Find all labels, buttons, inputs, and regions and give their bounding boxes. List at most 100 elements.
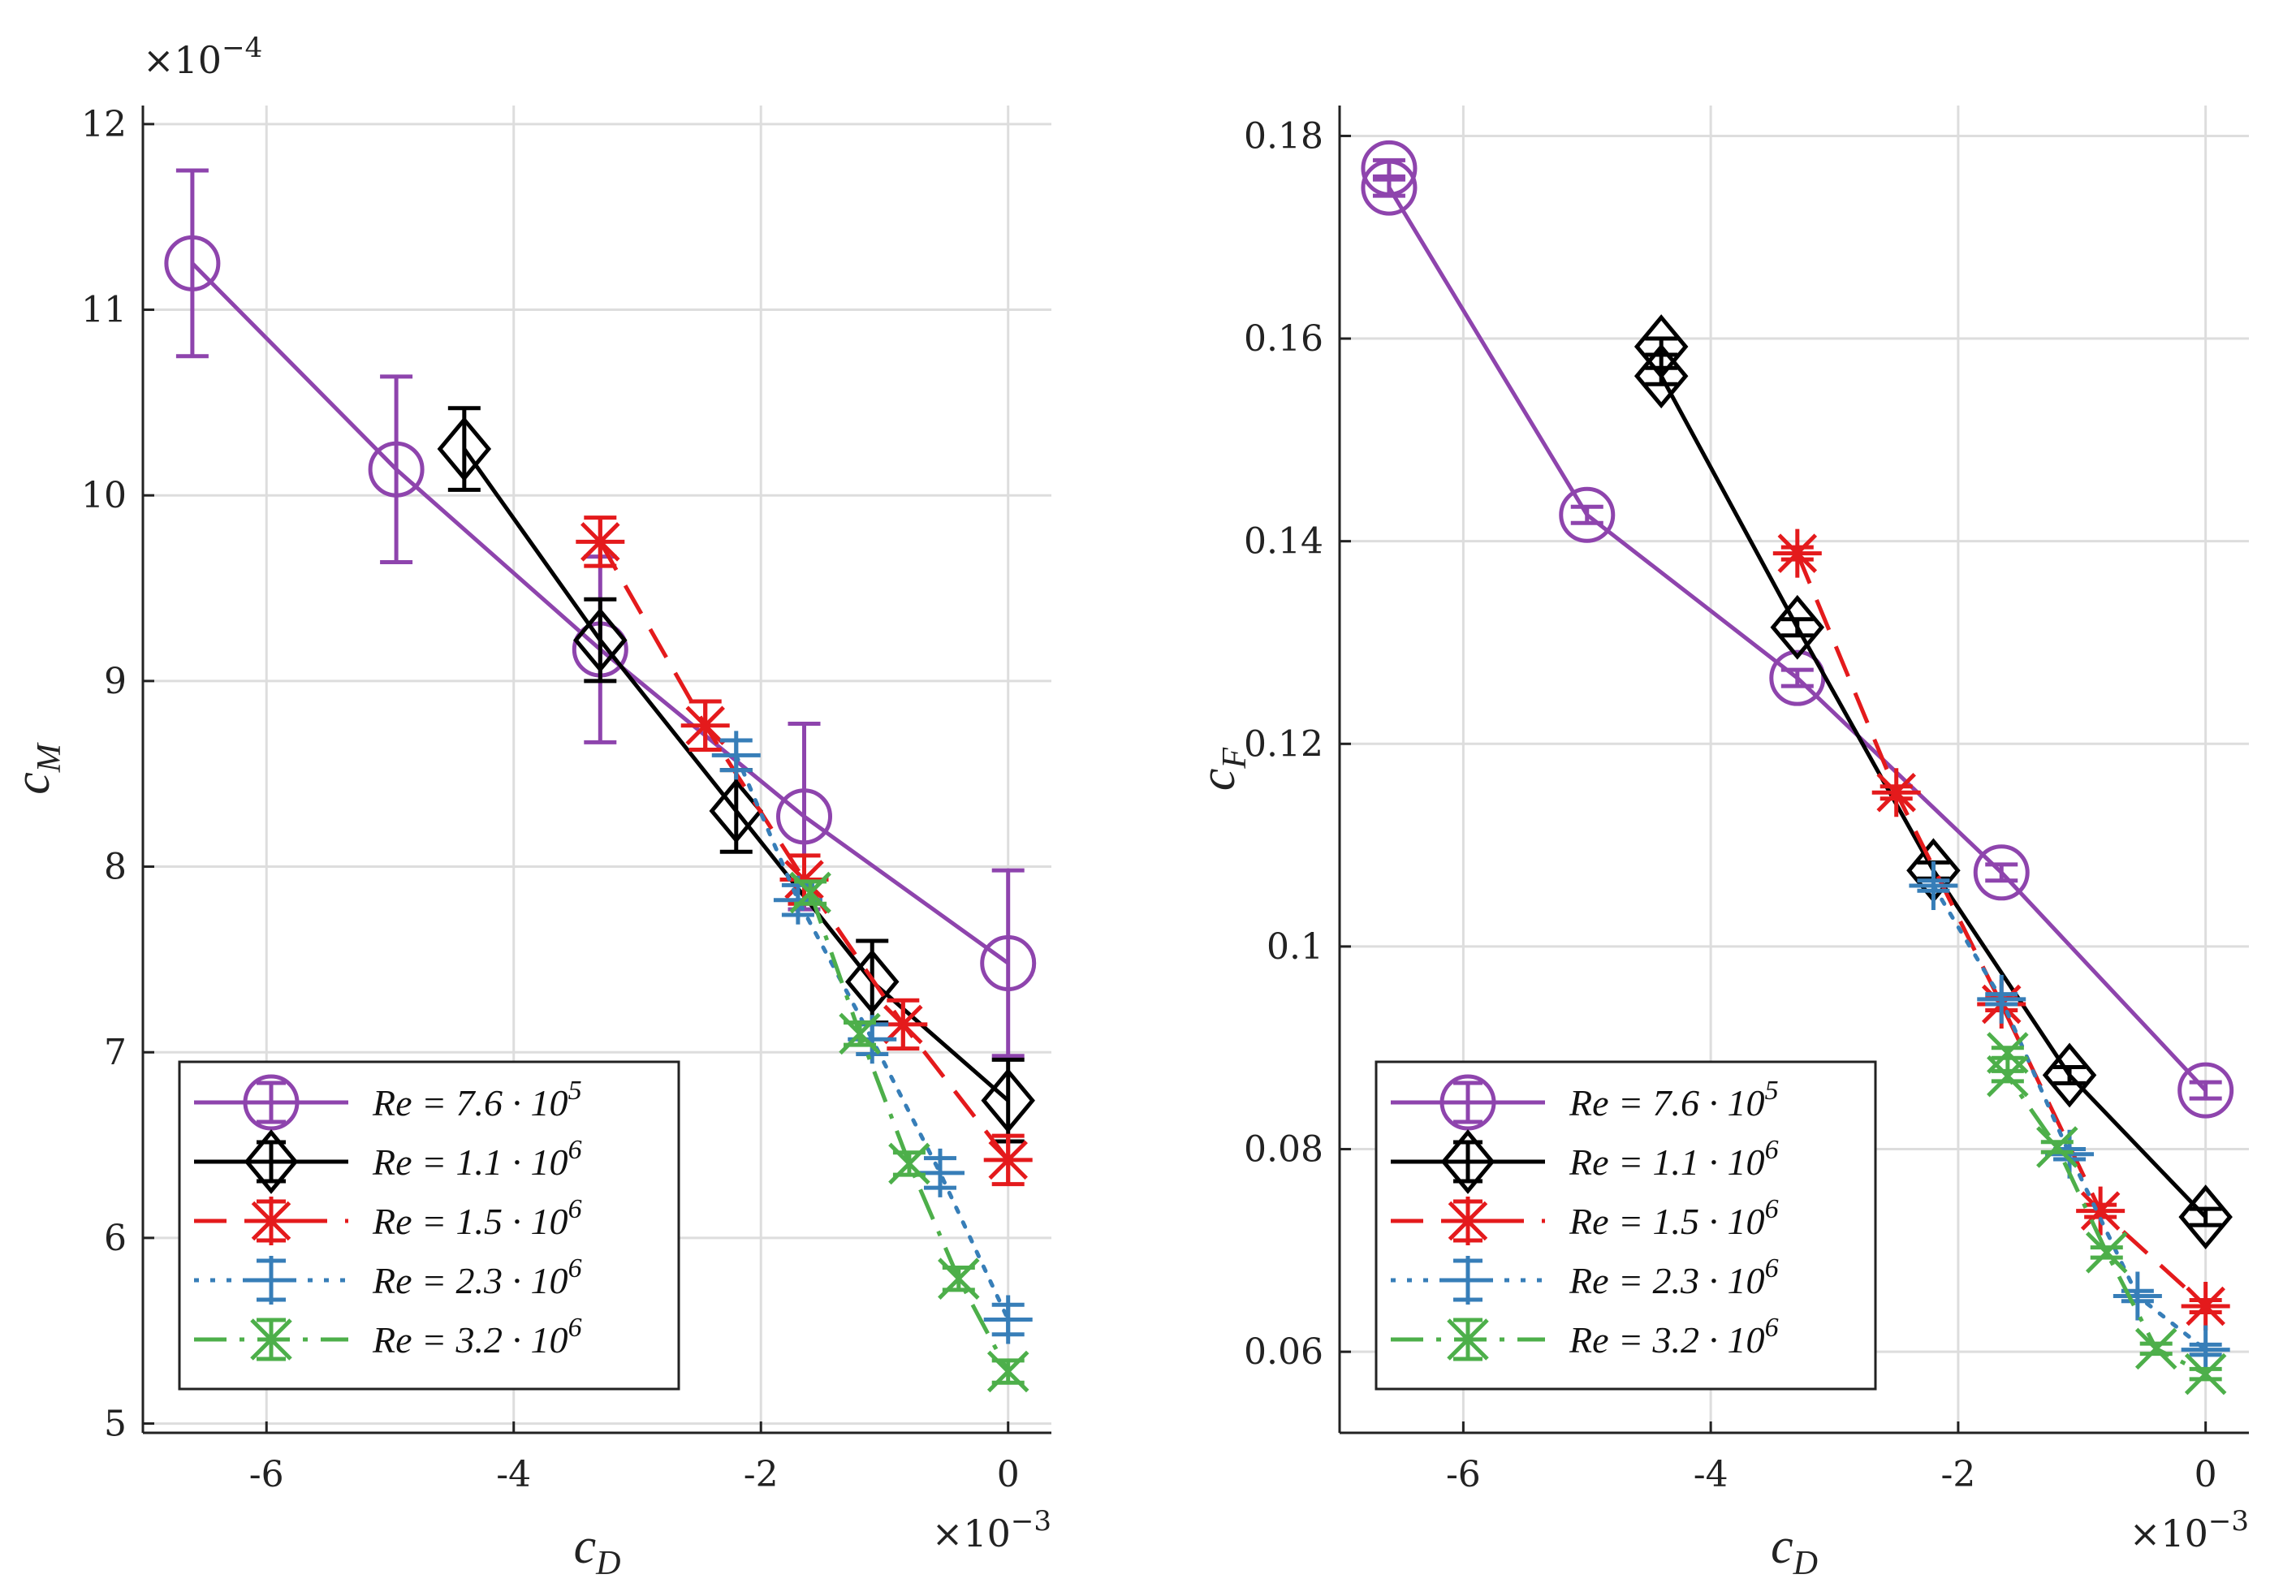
data-point	[2181, 1281, 2230, 1331]
x-axis-label: cD	[1771, 1519, 1818, 1582]
error-bar	[2189, 1206, 2222, 1227]
series-3	[711, 731, 1033, 1344]
legend-marker	[250, 1318, 292, 1361]
legend: Re = 7.6 · 105 Re = 1.1 · 106 Re = 1.5 · 1…	[1375, 1060, 1877, 1391]
y-tick-label: 0.18	[1244, 115, 1323, 157]
y-tick-label: 0.06	[1244, 1331, 1323, 1373]
error-bar	[1985, 862, 2018, 883]
data-point	[2113, 1271, 2162, 1321]
error-bar	[991, 868, 1025, 1059]
series-line	[808, 891, 1010, 1373]
legend-error-bar	[257, 1081, 286, 1124]
data-point	[680, 701, 730, 750]
y-tick-label: 0.08	[1244, 1129, 1323, 1171]
y-axis-label: cM	[5, 742, 68, 795]
y-tick-label: 10	[81, 475, 127, 516]
data-point	[983, 1295, 1033, 1344]
error-bar	[1372, 177, 1405, 198]
legend-label-exp: 6	[1765, 1194, 1779, 1224]
legend-marker	[243, 1074, 300, 1131]
x-tick-label: 0	[997, 1454, 1020, 1495]
y-tick-label: 0.16	[1244, 318, 1323, 360]
y-tick-label: 0.12	[1244, 723, 1323, 765]
x-exponent-power: −3	[1011, 1505, 1051, 1538]
legend-box	[178, 1060, 680, 1391]
data-point	[888, 1142, 930, 1185]
legend-label-exp: 6	[568, 1313, 582, 1343]
series-line	[598, 541, 1010, 1162]
data-point	[844, 949, 900, 1015]
data-point	[1987, 1055, 2029, 1098]
y-tick-label: 12	[81, 104, 127, 145]
series-4	[789, 871, 1029, 1393]
legend-marker	[247, 1256, 296, 1305]
x-axis-label: cD	[574, 1519, 621, 1582]
x-exponent-label: ×10−3	[932, 1505, 1051, 1555]
data-point	[1559, 486, 1616, 543]
data-point	[1361, 159, 1418, 216]
y-tick-label: 0.14	[1244, 521, 1323, 563]
y-axis-label-group: cF	[1190, 748, 1254, 792]
legend-marker	[1439, 1074, 1496, 1131]
legend-label: Re = 3.2 · 106	[372, 1313, 582, 1361]
data-point	[938, 1257, 980, 1300]
data-point	[573, 607, 628, 673]
x-tick-label: -6	[1446, 1454, 1481, 1495]
data-point	[164, 235, 221, 291]
data-point	[986, 1350, 1029, 1393]
error-bar	[175, 168, 209, 359]
data-point	[2177, 1062, 2234, 1119]
legend-label-exp: 6	[568, 1194, 582, 1224]
data-point	[1973, 844, 2030, 901]
chart-panel-right: -6 -4 -2 0 0.06 0.08 0.1 0.12 0.14 0.16 0.18 cD cF ×1…	[1190, 106, 2249, 1582]
data-point	[839, 1012, 881, 1055]
x-axis-label-sub: D	[595, 1545, 620, 1582]
legend-error-bar	[1453, 1081, 1482, 1124]
legend-marker	[1447, 1318, 1489, 1361]
error-bar	[2189, 1080, 2222, 1101]
data-point	[437, 416, 492, 481]
error-bar	[1780, 617, 1814, 638]
y-tick-label: 0.1	[1267, 926, 1323, 968]
legend-label-exp: 6	[1765, 1313, 1779, 1343]
error-bar	[380, 374, 413, 565]
data-point	[1772, 528, 1822, 578]
legend-label-exp: 5	[1765, 1076, 1779, 1106]
series-1	[1634, 314, 2233, 1250]
data-point	[878, 999, 928, 1049]
series-line	[1931, 883, 2208, 1352]
legend-label: Re = 3.2 · 106	[1569, 1313, 1779, 1361]
legend-label: Re = 7.6 · 105	[372, 1076, 582, 1124]
y-tick-label: 5	[104, 1404, 127, 1445]
error-bar	[1570, 504, 1603, 525]
y-exponent-label: ×10−4	[143, 32, 262, 82]
series-0	[1361, 140, 2234, 1119]
data-point	[2178, 1184, 2233, 1250]
x-tick-label: -6	[249, 1454, 284, 1495]
data-point	[1977, 974, 2026, 1024]
series-line	[1795, 552, 2208, 1308]
series-3	[1909, 861, 2230, 1374]
legend-label: Re = 2.3 · 106	[1569, 1253, 1779, 1301]
x-tick-label: 0	[2195, 1454, 2217, 1495]
data-point	[2036, 1126, 2078, 1168]
y-tick-label: 9	[104, 661, 127, 702]
data-point	[2085, 1232, 2128, 1274]
data-point	[576, 517, 625, 567]
legend-marker	[1444, 1197, 1492, 1245]
data-point	[2076, 1186, 2126, 1236]
y-exponent-power: −4	[222, 32, 262, 64]
legend-label-exp: 6	[568, 1135, 582, 1165]
data-point	[368, 441, 425, 498]
data-point	[983, 1135, 1033, 1184]
legend-marker	[244, 1129, 299, 1194]
data-point	[711, 731, 761, 780]
x-tick-label: -4	[496, 1454, 531, 1495]
data-point	[776, 788, 833, 845]
legend-label: Re = 1.1 · 106	[1569, 1135, 1779, 1183]
data-point	[1871, 768, 1921, 817]
error-bar	[2053, 1064, 2087, 1085]
y-axis-label-group: cM	[5, 742, 68, 795]
x-axis-label-sub: D	[1793, 1545, 1818, 1582]
